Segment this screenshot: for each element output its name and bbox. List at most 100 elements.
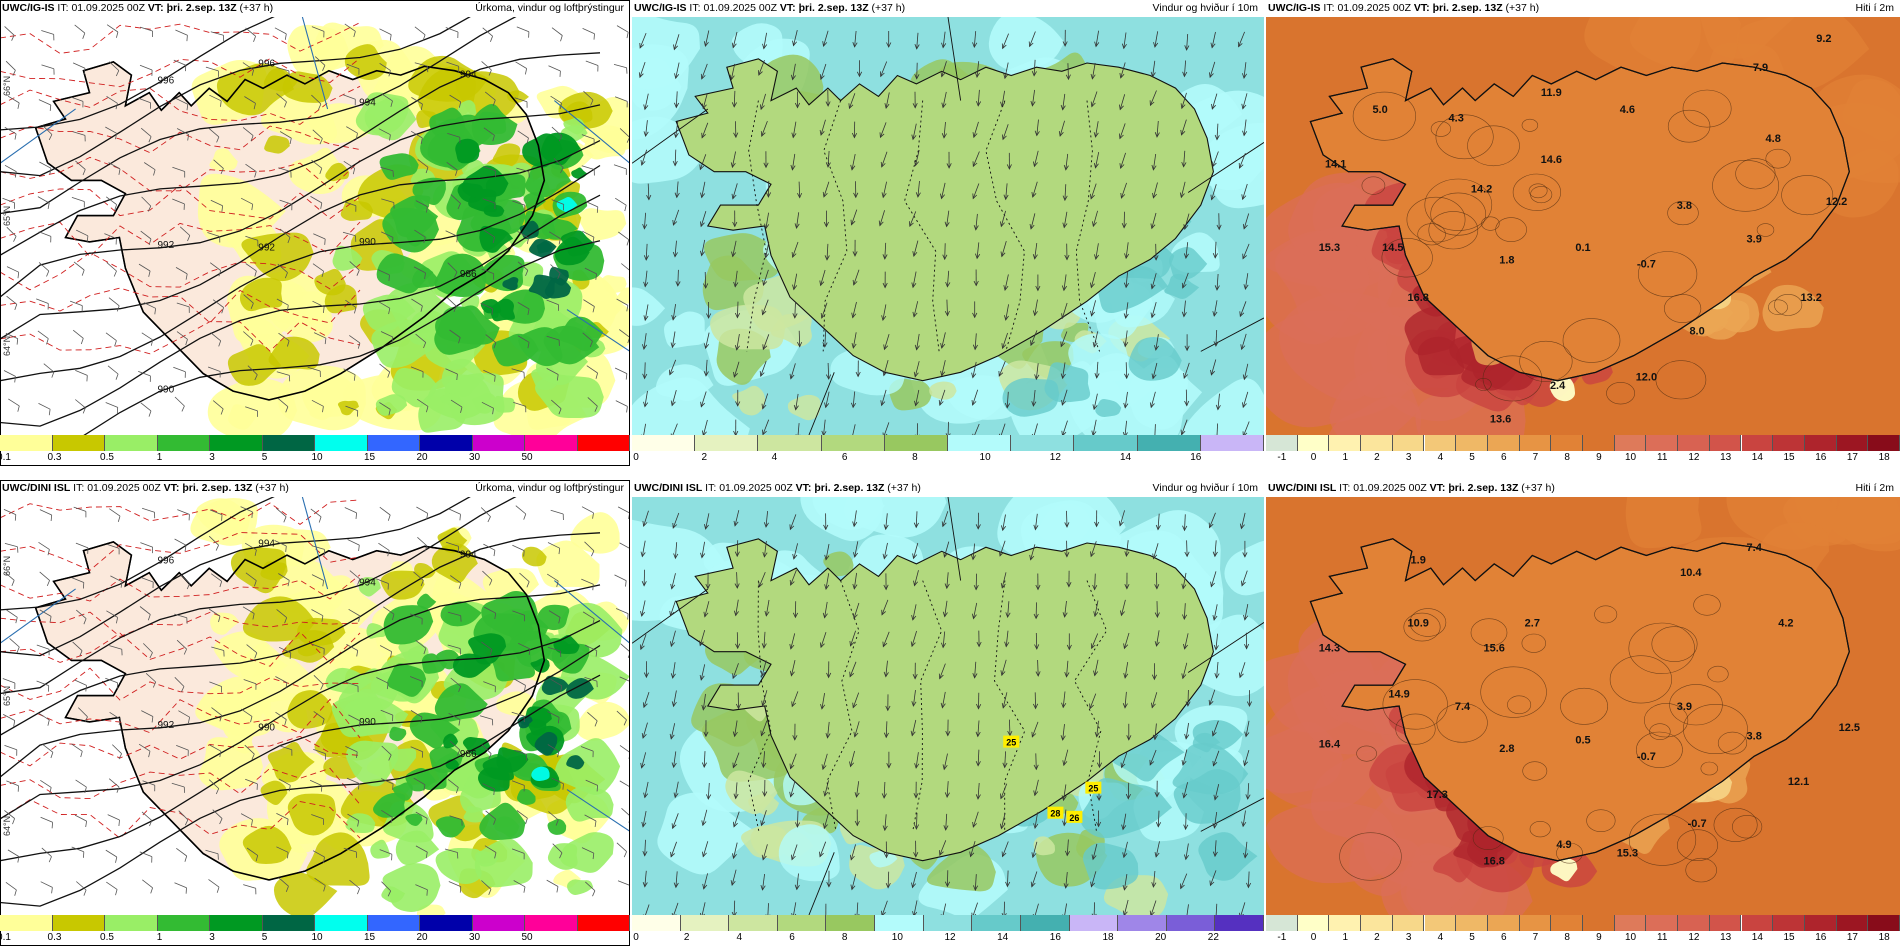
- wind-arrow-head: [940, 193, 946, 200]
- wind-arrow: [975, 573, 977, 590]
- wind-arrow: [1002, 124, 1009, 140]
- wind-arrow-head: [976, 703, 982, 710]
- wind-arrow: [1123, 32, 1127, 49]
- wind-arrow-head: [642, 521, 648, 527]
- precip-area: [457, 100, 477, 118]
- wind-arrow: [1004, 274, 1009, 291]
- wind-arrow-head: [854, 820, 860, 827]
- wind-barb: [514, 97, 528, 103]
- wind-arrow: [703, 873, 708, 889]
- wind-arrow-head: [640, 762, 646, 769]
- wind-barb: [517, 261, 529, 271]
- wind-arrow-head: [853, 192, 859, 199]
- wind-barb: [208, 608, 221, 617]
- wind-barb-flag: [494, 852, 497, 859]
- wind-arrow-head: [1000, 101, 1006, 108]
- wind-arrow-head: [944, 310, 950, 317]
- wind-arrow: [881, 151, 888, 168]
- wind-arrow-head: [1208, 699, 1214, 706]
- wind-barb-flag: [488, 69, 492, 76]
- wind-arrow: [913, 240, 919, 257]
- wind-barb-flag: [11, 35, 15, 41]
- wind-barb: [310, 196, 322, 204]
- wind-barb: [519, 572, 530, 582]
- wind-barb-flag: [528, 648, 531, 655]
- wind-barb: [517, 230, 529, 239]
- precip-area: [529, 238, 557, 258]
- wind-arrow: [1157, 513, 1160, 530]
- wind-arrow-head: [824, 554, 830, 561]
- wind-barb: [546, 335, 560, 341]
- wind-arrow-head: [1121, 222, 1127, 229]
- wind-arrow-head: [797, 192, 803, 199]
- wind-arrow: [1241, 512, 1246, 529]
- wind-arrow-head: [673, 132, 679, 139]
- wind-arrow: [1034, 299, 1038, 316]
- init-time: 01.09.2025 00Z: [1353, 482, 1427, 494]
- colorbar-tick-label: 3: [209, 452, 215, 463]
- wind-arrow-head: [1120, 610, 1125, 617]
- wind-barb: [141, 811, 153, 821]
- wind-barb: [449, 815, 463, 820]
- colorbar-tick-label: 4: [771, 452, 778, 463]
- wind-arrow: [1033, 423, 1038, 435]
- colorbar-tick-label: 6: [1500, 452, 1507, 463]
- wind-arrow: [1032, 89, 1035, 106]
- wind-barb-flag: [455, 169, 458, 176]
- wind-arrow-head: [761, 403, 767, 410]
- wind-barb-flag: [220, 408, 224, 415]
- wind-area: [778, 824, 840, 882]
- wind-barb: [178, 710, 190, 718]
- wind-barb: [139, 26, 153, 32]
- wind-arrow: [880, 61, 888, 77]
- wind-arrow-head: [944, 583, 950, 590]
- wind-arrow: [1209, 689, 1216, 705]
- wind-arrow-head: [673, 44, 678, 51]
- precip-area: [297, 640, 322, 657]
- wind-arrow-head: [643, 281, 649, 288]
- wind-arrow-head: [1151, 674, 1157, 681]
- wind-barb: [547, 647, 561, 652]
- lead-time: (+37 h): [239, 2, 274, 14]
- wind-barb: [379, 62, 391, 71]
- precip-area: [517, 788, 536, 805]
- wind-arrow-head: [853, 731, 859, 738]
- colorbar-swatch: [1392, 915, 1425, 931]
- wind-barb-flag: [215, 545, 219, 551]
- wind-arrow: [644, 781, 649, 798]
- wind-barb-flag: [219, 715, 223, 722]
- wind-arrow: [879, 210, 885, 226]
- wind-arrow-head: [1151, 164, 1157, 171]
- wind-arrow-head: [1001, 525, 1007, 532]
- wind-arrow-head: [1060, 104, 1066, 111]
- wind-arrow: [915, 389, 920, 406]
- wind-arrow-head: [1150, 312, 1156, 319]
- wind-arrow-head: [881, 192, 887, 199]
- wind-arrow: [673, 34, 680, 50]
- wind-arrow: [1150, 90, 1157, 106]
- wind-barb: [106, 881, 118, 890]
- wind-barb: [279, 199, 293, 205]
- wind-arrow-head: [976, 101, 982, 107]
- colorbar-tick-label: 13: [1720, 452, 1732, 463]
- wind-arrow-head: [914, 74, 920, 80]
- wind-arrow: [1211, 31, 1216, 48]
- wind-arrow: [1183, 150, 1186, 167]
- wind-barb-flag: [284, 101, 287, 108]
- wind-arrow-head: [1212, 760, 1218, 767]
- wind-barb: [208, 128, 220, 138]
- wind-barb: [383, 606, 395, 615]
- wind-area: [1080, 778, 1172, 839]
- wind-barb-flag: [357, 342, 361, 349]
- wind-barb-flag: [116, 305, 120, 312]
- wind-arrow: [1001, 572, 1007, 588]
- wind-arrow-head: [1152, 553, 1158, 560]
- temp-contour: [1403, 612, 1441, 642]
- wind-arrow-head: [1242, 374, 1248, 381]
- wind-arrow-head: [881, 793, 887, 799]
- wind-arrow-head: [671, 314, 677, 321]
- wind-barb-flag: [426, 206, 428, 213]
- wind-arrow: [1245, 720, 1250, 737]
- wind-barb: [71, 743, 83, 752]
- precip-area: [575, 701, 630, 741]
